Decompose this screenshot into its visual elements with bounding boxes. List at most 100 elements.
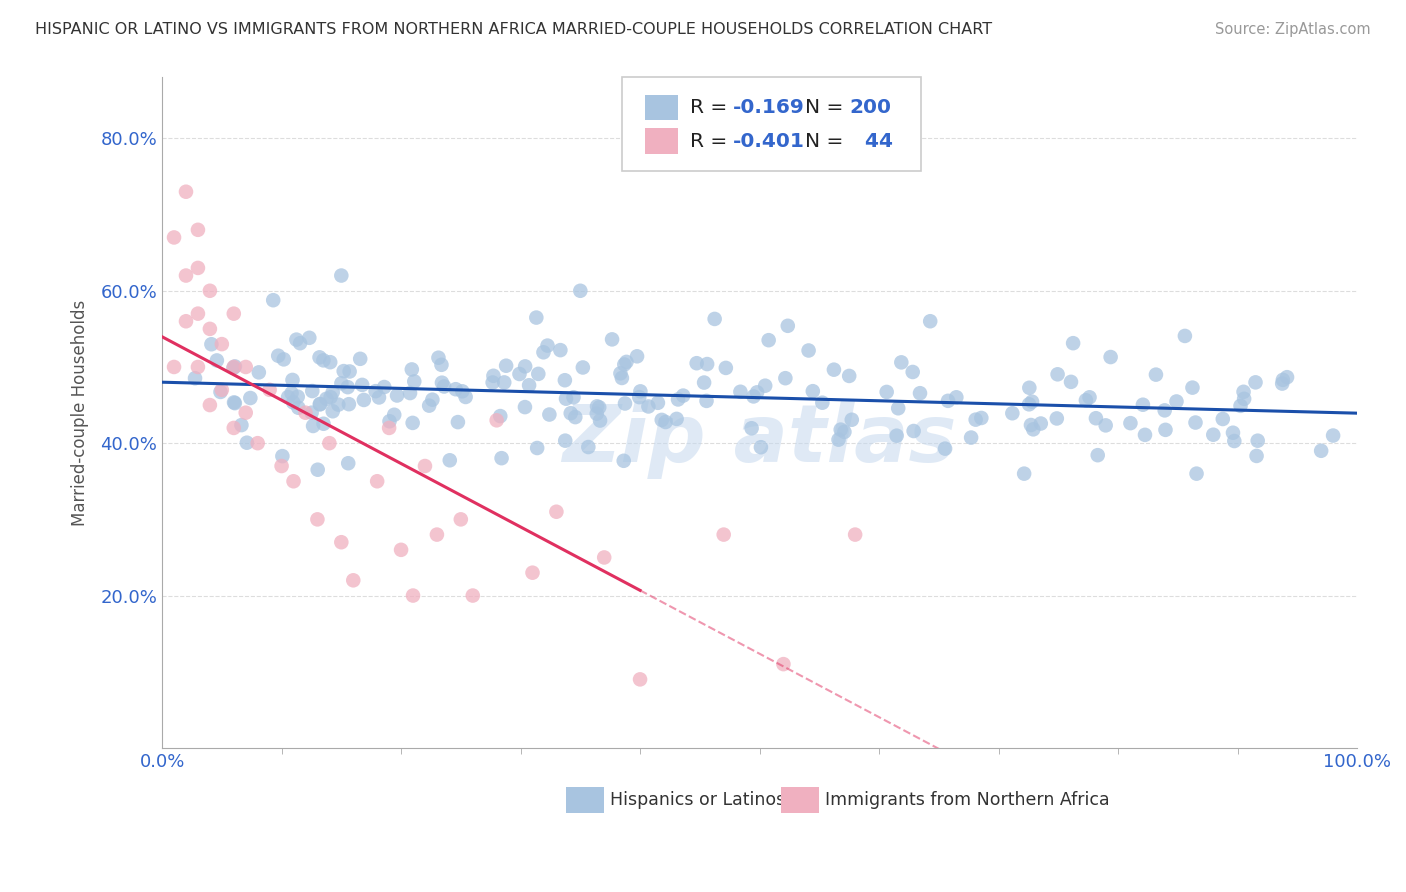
Point	[1212, 412, 1234, 426]
Text: R =: R =	[690, 98, 734, 117]
Point	[1184, 416, 1206, 430]
Point	[876, 384, 898, 399]
Point	[349, 351, 371, 366]
Point	[588, 401, 610, 415]
Point	[270, 458, 292, 473]
Point	[536, 338, 558, 352]
Point	[187, 307, 209, 321]
Text: 200: 200	[849, 98, 891, 117]
Point	[555, 392, 578, 406]
Point	[1185, 467, 1208, 481]
Point	[430, 358, 453, 372]
Point	[554, 434, 576, 448]
Point	[404, 375, 426, 389]
Text: Source: ZipAtlas.com: Source: ZipAtlas.com	[1215, 22, 1371, 37]
Point	[489, 409, 512, 423]
Point	[830, 423, 852, 437]
Point	[886, 428, 908, 442]
Point	[239, 391, 262, 405]
Point	[1222, 425, 1244, 440]
Point	[1021, 394, 1043, 409]
Point	[772, 657, 794, 672]
Point	[427, 351, 450, 365]
Point	[628, 384, 651, 399]
Text: HISPANIC OR LATINO VS IMMIGRANTS FROM NORTHERN AFRICA MARRIED-COUPLE HOUSEHOLDS : HISPANIC OR LATINO VS IMMIGRANTS FROM NO…	[35, 22, 993, 37]
Point	[385, 388, 408, 402]
Point	[301, 384, 323, 398]
Point	[887, 401, 910, 416]
Point	[209, 384, 232, 399]
Point	[1229, 399, 1251, 413]
Point	[288, 336, 311, 351]
Point	[1001, 406, 1024, 420]
Point	[593, 550, 616, 565]
Point	[508, 367, 530, 381]
Point	[844, 527, 866, 541]
Point	[754, 378, 776, 392]
Point	[298, 331, 321, 345]
Point	[1232, 384, 1254, 399]
Point	[672, 389, 695, 403]
Point	[613, 358, 636, 372]
Point	[730, 384, 752, 399]
Point	[666, 392, 689, 407]
Point	[231, 418, 253, 433]
Point	[628, 673, 651, 687]
Point	[259, 383, 281, 397]
Point	[485, 413, 508, 427]
Point	[696, 393, 718, 408]
Point	[330, 376, 353, 391]
Point	[758, 333, 780, 347]
Point	[174, 185, 197, 199]
Point	[211, 337, 233, 351]
Point	[364, 384, 387, 399]
Point	[481, 376, 503, 390]
Point	[308, 351, 330, 365]
Point	[222, 421, 245, 435]
Point	[1046, 411, 1069, 425]
Point	[378, 414, 401, 428]
Point	[246, 436, 269, 450]
Point	[399, 386, 422, 401]
Point	[307, 463, 329, 477]
Point	[315, 392, 337, 406]
Point	[1012, 467, 1035, 481]
Point	[665, 412, 688, 426]
Point	[1181, 381, 1204, 395]
Point	[1166, 394, 1188, 409]
Point	[187, 359, 209, 374]
Point	[352, 377, 374, 392]
Point	[841, 413, 863, 427]
Point	[517, 378, 540, 392]
Point	[222, 359, 245, 374]
Point	[1019, 417, 1042, 432]
Point	[262, 293, 284, 308]
Point	[1202, 427, 1225, 442]
Point	[1119, 416, 1142, 430]
Point	[174, 314, 197, 328]
Point	[920, 314, 942, 328]
Point	[741, 421, 763, 435]
Point	[1087, 448, 1109, 462]
Point	[1246, 449, 1268, 463]
Text: N =: N =	[806, 98, 849, 117]
Point	[696, 357, 718, 371]
Point	[936, 393, 959, 408]
Point	[585, 407, 607, 421]
Text: R =: R =	[690, 132, 734, 151]
Point	[970, 411, 993, 425]
Point	[337, 456, 360, 470]
Point	[319, 355, 342, 369]
Text: Zip atlas: Zip atlas	[562, 401, 956, 478]
Point	[439, 453, 461, 467]
Point	[312, 353, 335, 368]
Point	[1022, 422, 1045, 436]
Point	[287, 390, 309, 404]
Point	[426, 527, 449, 541]
Point	[1275, 370, 1298, 384]
Point	[294, 406, 316, 420]
Point	[336, 380, 359, 394]
Point	[312, 417, 335, 431]
Point	[342, 574, 364, 588]
Point	[224, 359, 246, 374]
